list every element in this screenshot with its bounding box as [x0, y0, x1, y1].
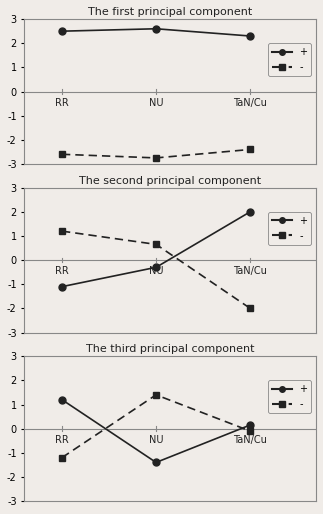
Legend: +, -: +, -: [268, 212, 311, 245]
Title: The third principal component: The third principal component: [86, 344, 255, 354]
Title: The first principal component: The first principal component: [88, 7, 252, 17]
Text: TaN/Cu: TaN/Cu: [233, 266, 267, 276]
Text: NU: NU: [149, 435, 163, 445]
Text: NU: NU: [149, 98, 163, 107]
Title: The second principal component: The second principal component: [79, 175, 261, 186]
Text: NU: NU: [149, 266, 163, 276]
Text: RR: RR: [55, 98, 69, 107]
Legend: +, -: +, -: [268, 43, 311, 76]
Legend: +, -: +, -: [268, 380, 311, 413]
Text: TaN/Cu: TaN/Cu: [233, 435, 267, 445]
Text: TaN/Cu: TaN/Cu: [233, 98, 267, 107]
Text: RR: RR: [55, 435, 69, 445]
Text: RR: RR: [55, 266, 69, 276]
